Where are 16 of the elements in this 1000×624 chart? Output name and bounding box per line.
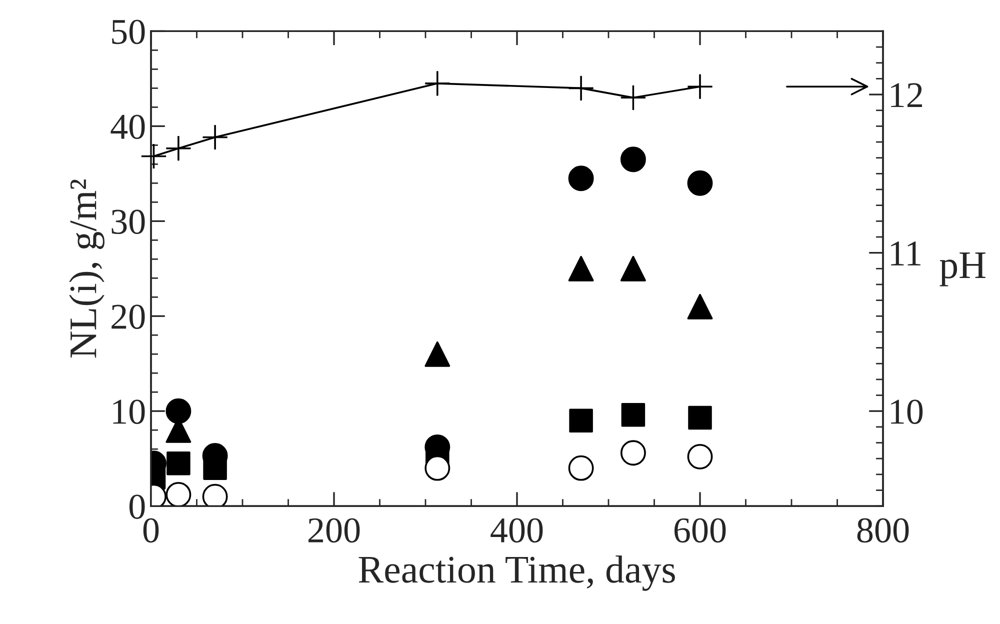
y-axis-title: NL(i), g/m² bbox=[69, 179, 104, 358]
x-axis-title: Reaction Time, days bbox=[358, 555, 675, 591]
y2-axis-title: pH bbox=[940, 252, 986, 286]
y-tick-label: 0 bbox=[129, 494, 145, 519]
y2-tick-label: 12 bbox=[891, 83, 922, 108]
y-tick-label: 40 bbox=[110, 114, 145, 140]
y-tick-label: 30 bbox=[112, 210, 145, 234]
x-tick-label: 400 bbox=[490, 518, 543, 543]
y2-tick-label: 10 bbox=[891, 400, 923, 424]
y-tick-label: 10 bbox=[113, 400, 145, 424]
x-tick-label: 800 bbox=[857, 518, 909, 543]
y-tick-label: 50 bbox=[112, 20, 145, 44]
x-tick-label: 200 bbox=[308, 518, 360, 543]
y2-tick-label: 11 bbox=[891, 241, 920, 266]
y-tick-label: 20 bbox=[112, 304, 145, 330]
x-tick-label: 600 bbox=[674, 518, 726, 543]
